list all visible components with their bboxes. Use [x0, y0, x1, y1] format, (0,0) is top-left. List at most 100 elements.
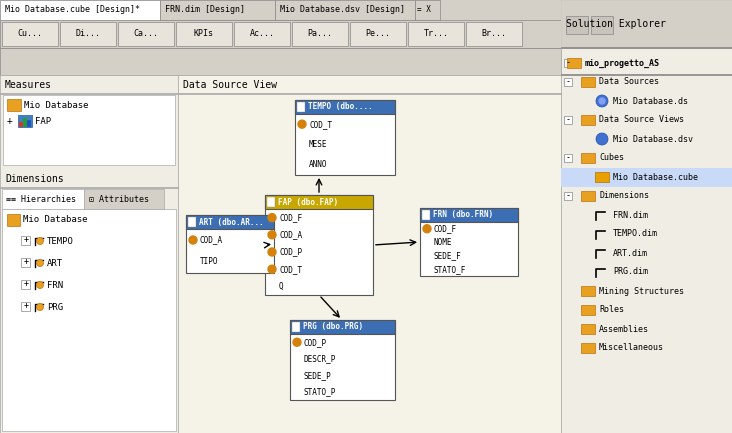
- Bar: [0, 48, 561, 75]
- Text: FAP: FAP: [35, 116, 51, 126]
- Text: -: -: [566, 191, 571, 200]
- Circle shape: [37, 237, 43, 245]
- Text: Pa...: Pa...: [307, 29, 332, 39]
- Text: COD_T: COD_T: [279, 265, 302, 274]
- Text: Mio Database.cube: Mio Database.cube: [613, 172, 698, 181]
- Bar: [290, 320, 395, 400]
- Text: Cu...: Cu...: [18, 29, 42, 39]
- Text: Mio Database.ds: Mio Database.ds: [613, 97, 688, 106]
- Circle shape: [423, 225, 431, 233]
- Bar: [2, 189, 84, 209]
- Bar: [581, 343, 595, 353]
- Bar: [0, 187, 178, 188]
- Text: COD_F: COD_F: [434, 224, 457, 233]
- Bar: [265, 195, 373, 295]
- Text: FAP (dbo.FAP): FAP (dbo.FAP): [278, 197, 338, 207]
- Text: = X: = X: [417, 6, 431, 14]
- Bar: [19, 122, 22, 126]
- Bar: [422, 210, 430, 220]
- Bar: [561, 74, 732, 75]
- Text: Data Source View: Data Source View: [183, 80, 277, 90]
- Text: ART: ART: [47, 259, 63, 268]
- Bar: [0, 93, 178, 94]
- Text: COD_P: COD_P: [279, 248, 302, 256]
- Bar: [581, 191, 595, 201]
- Text: TEMPO.dim: TEMPO.dim: [613, 229, 658, 239]
- Text: Data Sources: Data Sources: [599, 78, 659, 87]
- Text: COD_A: COD_A: [200, 236, 223, 245]
- Bar: [0, 0, 160, 20]
- Text: PRG: PRG: [47, 303, 63, 311]
- Text: +: +: [24, 301, 29, 310]
- Bar: [561, 0, 732, 433]
- Bar: [21, 302, 30, 311]
- Bar: [292, 322, 300, 332]
- Text: NOME: NOME: [434, 238, 452, 247]
- Text: Miscellaneous: Miscellaneous: [599, 343, 664, 352]
- Bar: [564, 154, 572, 162]
- Bar: [27, 120, 30, 126]
- Bar: [564, 116, 572, 124]
- Bar: [408, 22, 464, 46]
- Bar: [18, 115, 32, 127]
- Bar: [581, 286, 595, 296]
- Bar: [561, 47, 732, 48]
- Text: Roles: Roles: [599, 306, 624, 314]
- Bar: [21, 280, 30, 289]
- Text: ≡≡ Hierarchies: ≡≡ Hierarchies: [6, 194, 76, 204]
- Bar: [21, 236, 30, 245]
- Text: mio_progetto_AS: mio_progetto_AS: [585, 58, 660, 68]
- Bar: [564, 59, 572, 67]
- Bar: [350, 22, 406, 46]
- Text: Ac...: Ac...: [250, 29, 274, 39]
- Text: SEDE_P: SEDE_P: [304, 371, 332, 380]
- Text: Mio Database: Mio Database: [24, 100, 89, 110]
- Bar: [21, 258, 30, 267]
- Bar: [2, 209, 176, 431]
- Bar: [591, 16, 613, 34]
- Bar: [118, 22, 174, 46]
- Bar: [84, 189, 164, 209]
- Text: PRG.dim: PRG.dim: [613, 268, 648, 277]
- Circle shape: [293, 338, 301, 346]
- Circle shape: [189, 236, 197, 244]
- Text: Ca...: Ca...: [133, 29, 159, 39]
- Bar: [0, 20, 561, 48]
- Circle shape: [37, 281, 43, 288]
- Bar: [234, 22, 290, 46]
- Text: ART (dbo.AR...: ART (dbo.AR...: [199, 217, 264, 226]
- Text: +: +: [24, 236, 29, 245]
- Text: TIPO: TIPO: [200, 258, 218, 266]
- Text: STATO_P: STATO_P: [304, 387, 337, 396]
- Bar: [567, 58, 581, 68]
- Text: KPIs: KPIs: [194, 29, 214, 39]
- Bar: [581, 115, 595, 125]
- Text: Mio Database.dsv: Mio Database.dsv: [613, 135, 693, 143]
- Bar: [295, 100, 395, 114]
- Circle shape: [268, 213, 276, 222]
- Bar: [581, 324, 595, 334]
- Bar: [160, 0, 275, 20]
- Text: FRN (dbo.FRN): FRN (dbo.FRN): [433, 210, 493, 220]
- Bar: [295, 100, 395, 175]
- Bar: [7, 99, 21, 111]
- Bar: [178, 93, 561, 94]
- Text: Solution Explorer: Solution Explorer: [566, 19, 666, 29]
- Text: -: -: [566, 58, 571, 68]
- Circle shape: [268, 265, 276, 273]
- Bar: [415, 0, 440, 20]
- Text: Q: Q: [279, 282, 283, 291]
- Bar: [566, 16, 588, 34]
- Bar: [420, 208, 518, 222]
- Circle shape: [596, 133, 608, 145]
- Bar: [265, 195, 373, 209]
- Circle shape: [298, 120, 306, 128]
- Text: Mio Database.dsv [Design]: Mio Database.dsv [Design]: [280, 6, 405, 14]
- Text: COD_F: COD_F: [279, 213, 302, 222]
- Bar: [561, 168, 732, 187]
- Bar: [420, 208, 518, 276]
- Text: COD_P: COD_P: [304, 338, 327, 347]
- Bar: [178, 75, 561, 433]
- Circle shape: [596, 95, 608, 107]
- Text: Mining Structures: Mining Structures: [599, 287, 684, 295]
